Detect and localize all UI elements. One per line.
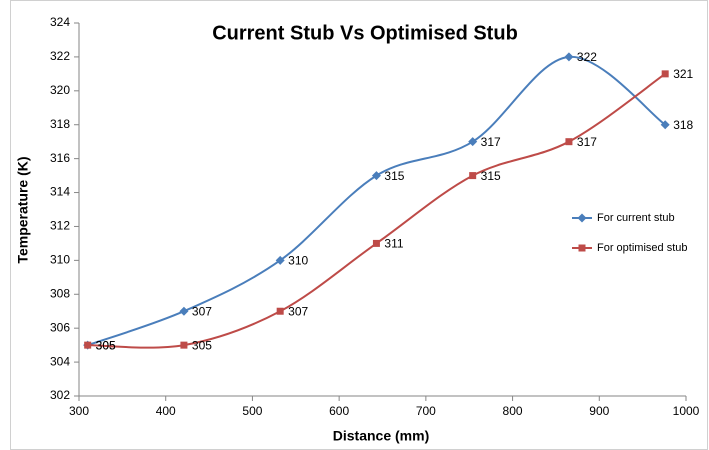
y-tick-label: 314 bbox=[50, 185, 70, 199]
y-tick-label: 318 bbox=[50, 117, 70, 131]
data-label: 322 bbox=[577, 50, 597, 64]
y-tick-label: 322 bbox=[50, 49, 70, 63]
y-tick-label: 308 bbox=[50, 286, 70, 300]
y-tick-label: 320 bbox=[50, 83, 70, 97]
data-label: 307 bbox=[288, 304, 308, 318]
legend-marker bbox=[577, 213, 587, 223]
point bbox=[276, 307, 284, 315]
data-label: 315 bbox=[481, 169, 501, 183]
x-tick-label: 500 bbox=[242, 404, 262, 418]
legend-label: For current stub bbox=[597, 212, 675, 224]
y-tick-label: 316 bbox=[50, 151, 70, 165]
point bbox=[372, 239, 380, 247]
point bbox=[661, 70, 669, 78]
data-label: 311 bbox=[384, 237, 403, 251]
data-label: 318 bbox=[673, 118, 693, 132]
data-label: 321 bbox=[673, 67, 693, 81]
data-label: 315 bbox=[384, 169, 404, 183]
point bbox=[371, 171, 381, 181]
y-tick-label: 306 bbox=[50, 320, 70, 334]
y-tick-label: 302 bbox=[50, 388, 70, 402]
x-tick-label: 400 bbox=[156, 404, 176, 418]
x-tick-label: 800 bbox=[503, 404, 523, 418]
y-tick-label: 304 bbox=[50, 354, 70, 368]
y-tick-label: 312 bbox=[50, 219, 70, 233]
data-label: 305 bbox=[192, 338, 212, 352]
x-tick-label: 1000 bbox=[673, 404, 700, 418]
chart-title: Current Stub Vs Optimised Stub bbox=[212, 22, 518, 44]
point bbox=[84, 341, 92, 349]
x-tick-label: 700 bbox=[416, 404, 436, 418]
data-label: 310 bbox=[288, 254, 308, 268]
point bbox=[564, 52, 574, 62]
y-tick-label: 310 bbox=[50, 253, 70, 267]
legend-marker bbox=[578, 244, 586, 252]
x-tick-label: 600 bbox=[329, 404, 349, 418]
legend-label: For optimised stub bbox=[597, 242, 687, 254]
point bbox=[179, 306, 189, 316]
x-tick-label: 300 bbox=[69, 404, 89, 418]
point bbox=[660, 120, 670, 130]
chart-frame bbox=[10, 0, 708, 450]
point bbox=[468, 137, 478, 147]
data-label: 317 bbox=[481, 135, 501, 149]
point bbox=[275, 255, 285, 265]
y-axis-title: Temperature (K) bbox=[15, 156, 31, 263]
point bbox=[469, 172, 477, 180]
data-label: 307 bbox=[192, 304, 212, 318]
x-axis-title: Distance (mm) bbox=[333, 428, 429, 444]
data-label: 317 bbox=[577, 135, 597, 149]
x-tick-label: 900 bbox=[589, 404, 609, 418]
point bbox=[180, 341, 188, 349]
point bbox=[565, 138, 573, 146]
data-label: 305 bbox=[96, 338, 116, 352]
y-tick-label: 324 bbox=[50, 15, 70, 29]
